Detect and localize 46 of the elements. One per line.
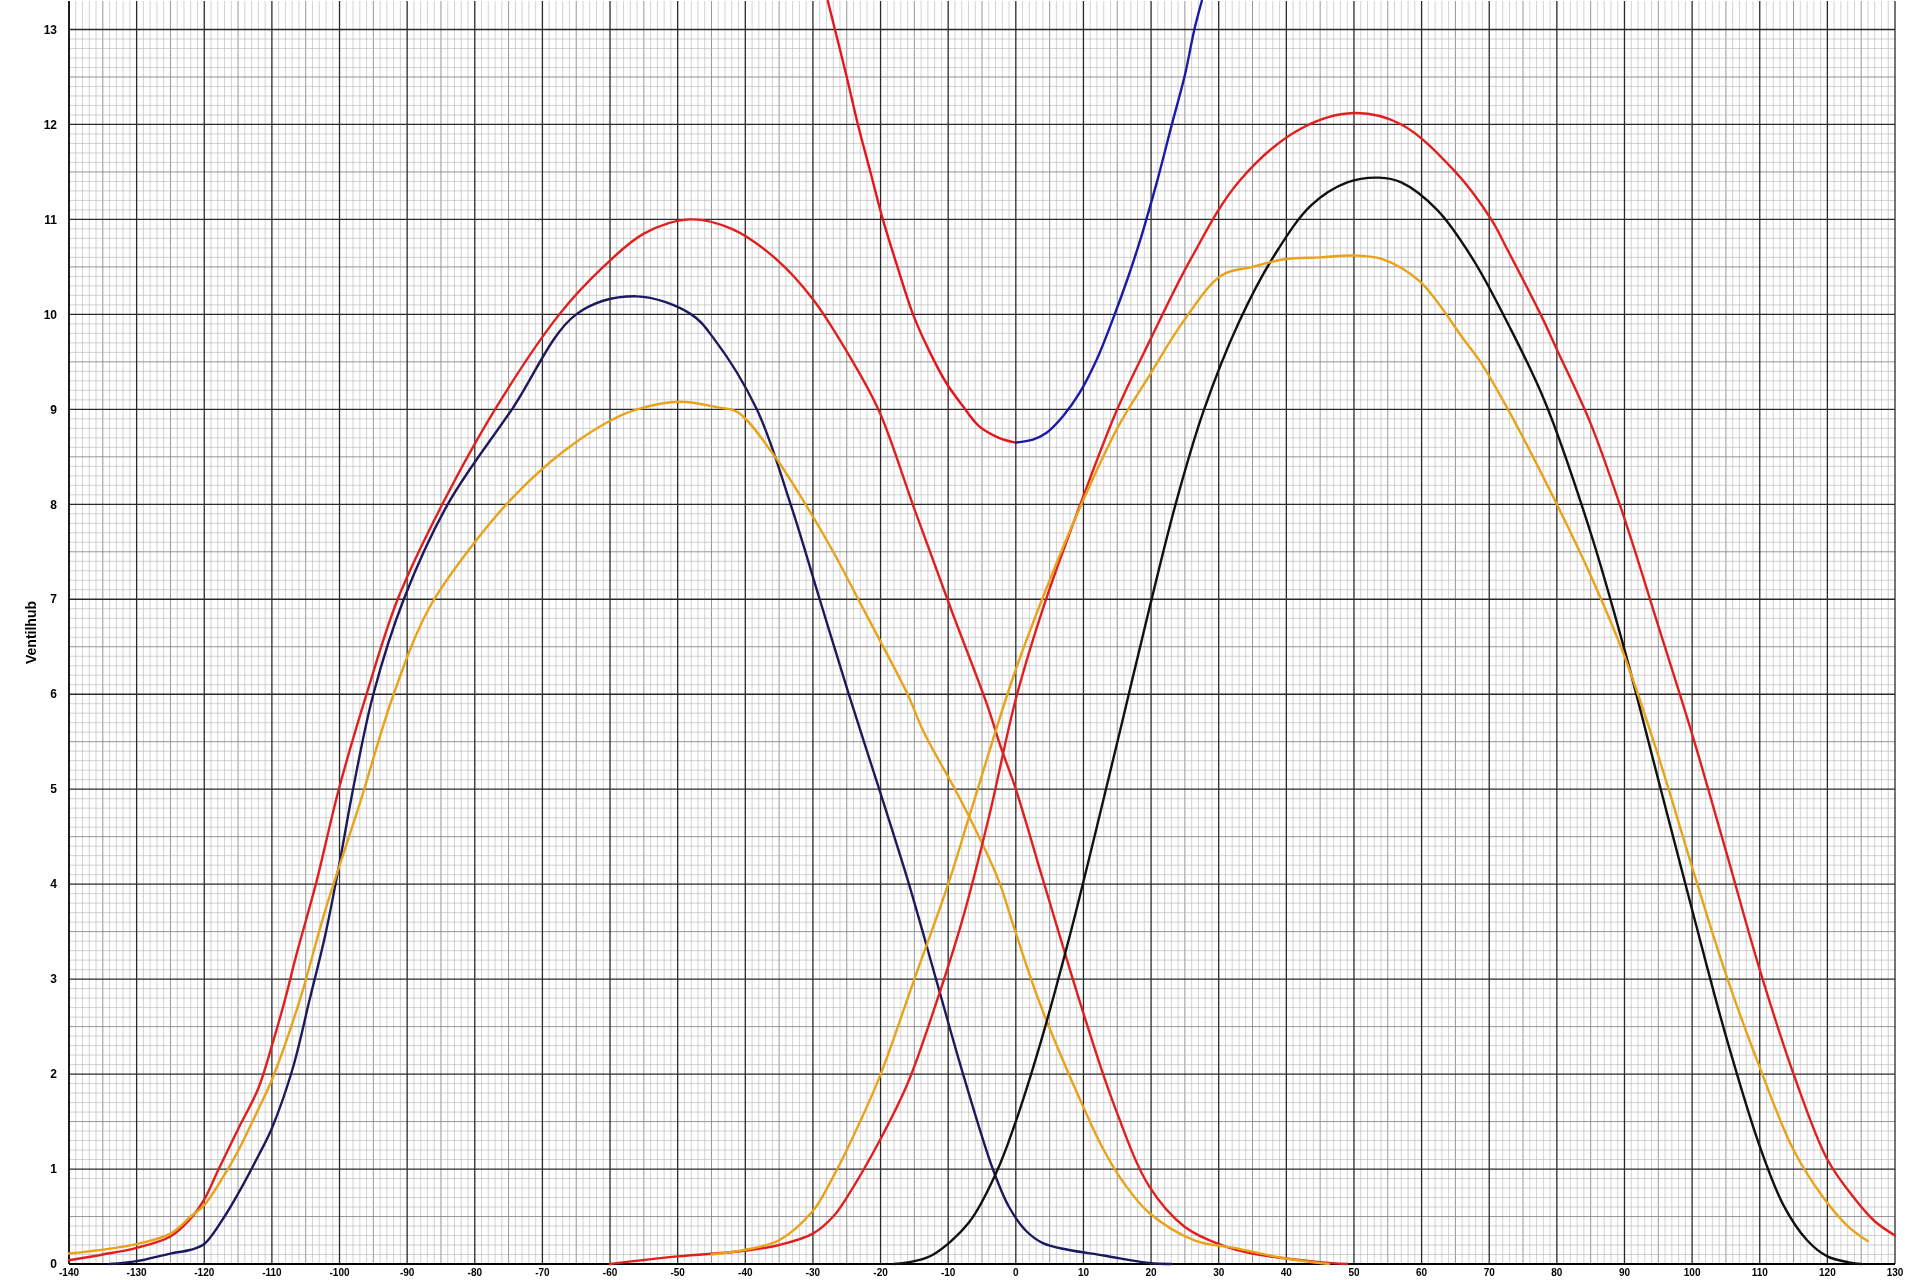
x-tick-label: 110 — [1751, 1267, 1769, 1278]
x-tick-label: -130 — [126, 1267, 148, 1278]
x-tick-label: 0 — [1013, 1267, 1020, 1278]
x-tick-label: -70 — [535, 1267, 551, 1278]
y-tick-label: 6 — [50, 687, 58, 702]
line-series — [826, 0, 1018, 444]
x-tick-label: -20 — [873, 1267, 889, 1278]
x-tick-label: -90 — [399, 1267, 415, 1278]
line-series — [108, 295, 1173, 1266]
x-tick-label: 40 — [1280, 1267, 1293, 1278]
x-tick-label: 30 — [1213, 1267, 1225, 1278]
x-tick-label: -100 — [329, 1267, 350, 1278]
x-tick-label: 70 — [1483, 1267, 1496, 1278]
x-tick-label: -10 — [940, 1267, 956, 1278]
line-series — [1014, 0, 1203, 444]
y-tick-label: 10 — [43, 307, 58, 322]
x-tick-label: 50 — [1348, 1267, 1360, 1278]
y-tick-label: 3 — [50, 972, 58, 987]
x-tick-label: -60 — [602, 1267, 618, 1278]
x-tick-label: -140 — [58, 1267, 80, 1278]
x-tick-label: 10 — [1077, 1267, 1090, 1278]
x-tick-label: -30 — [805, 1267, 821, 1278]
x-tick-label: -120 — [194, 1267, 215, 1278]
x-tick-label: 20 — [1145, 1267, 1158, 1278]
y-tick-label: 8 — [50, 497, 58, 512]
y-tick-label: 2 — [50, 1067, 58, 1082]
x-tick-label: 130 — [1886, 1267, 1904, 1278]
y-tick-label: 11 — [44, 212, 58, 227]
x-tick-label: 100 — [1683, 1267, 1701, 1278]
x-tick-label: -80 — [467, 1267, 483, 1278]
y-tick-label: 12 — [43, 117, 58, 132]
x-tick-label: -110 — [262, 1267, 283, 1278]
y-axis-title: Ventilhub — [23, 601, 39, 664]
y-tick-label: 5 — [50, 782, 58, 797]
x-tick-label: -40 — [738, 1267, 753, 1278]
x-tick-label: 80 — [1551, 1267, 1563, 1278]
x-tick-label: 120 — [1819, 1267, 1837, 1278]
x-tick-label: 90 — [1618, 1267, 1631, 1278]
y-tick-label: 13 — [43, 22, 58, 37]
x-tick-label: 60 — [1416, 1267, 1428, 1278]
y-tick-label: 7 — [50, 592, 58, 607]
y-tick-label: 1 — [50, 1162, 58, 1177]
line-series — [892, 176, 1863, 1266]
x-tick-label: -50 — [670, 1267, 686, 1278]
y-tick-label: 4 — [50, 877, 58, 892]
y-tick-label: 9 — [50, 402, 58, 417]
